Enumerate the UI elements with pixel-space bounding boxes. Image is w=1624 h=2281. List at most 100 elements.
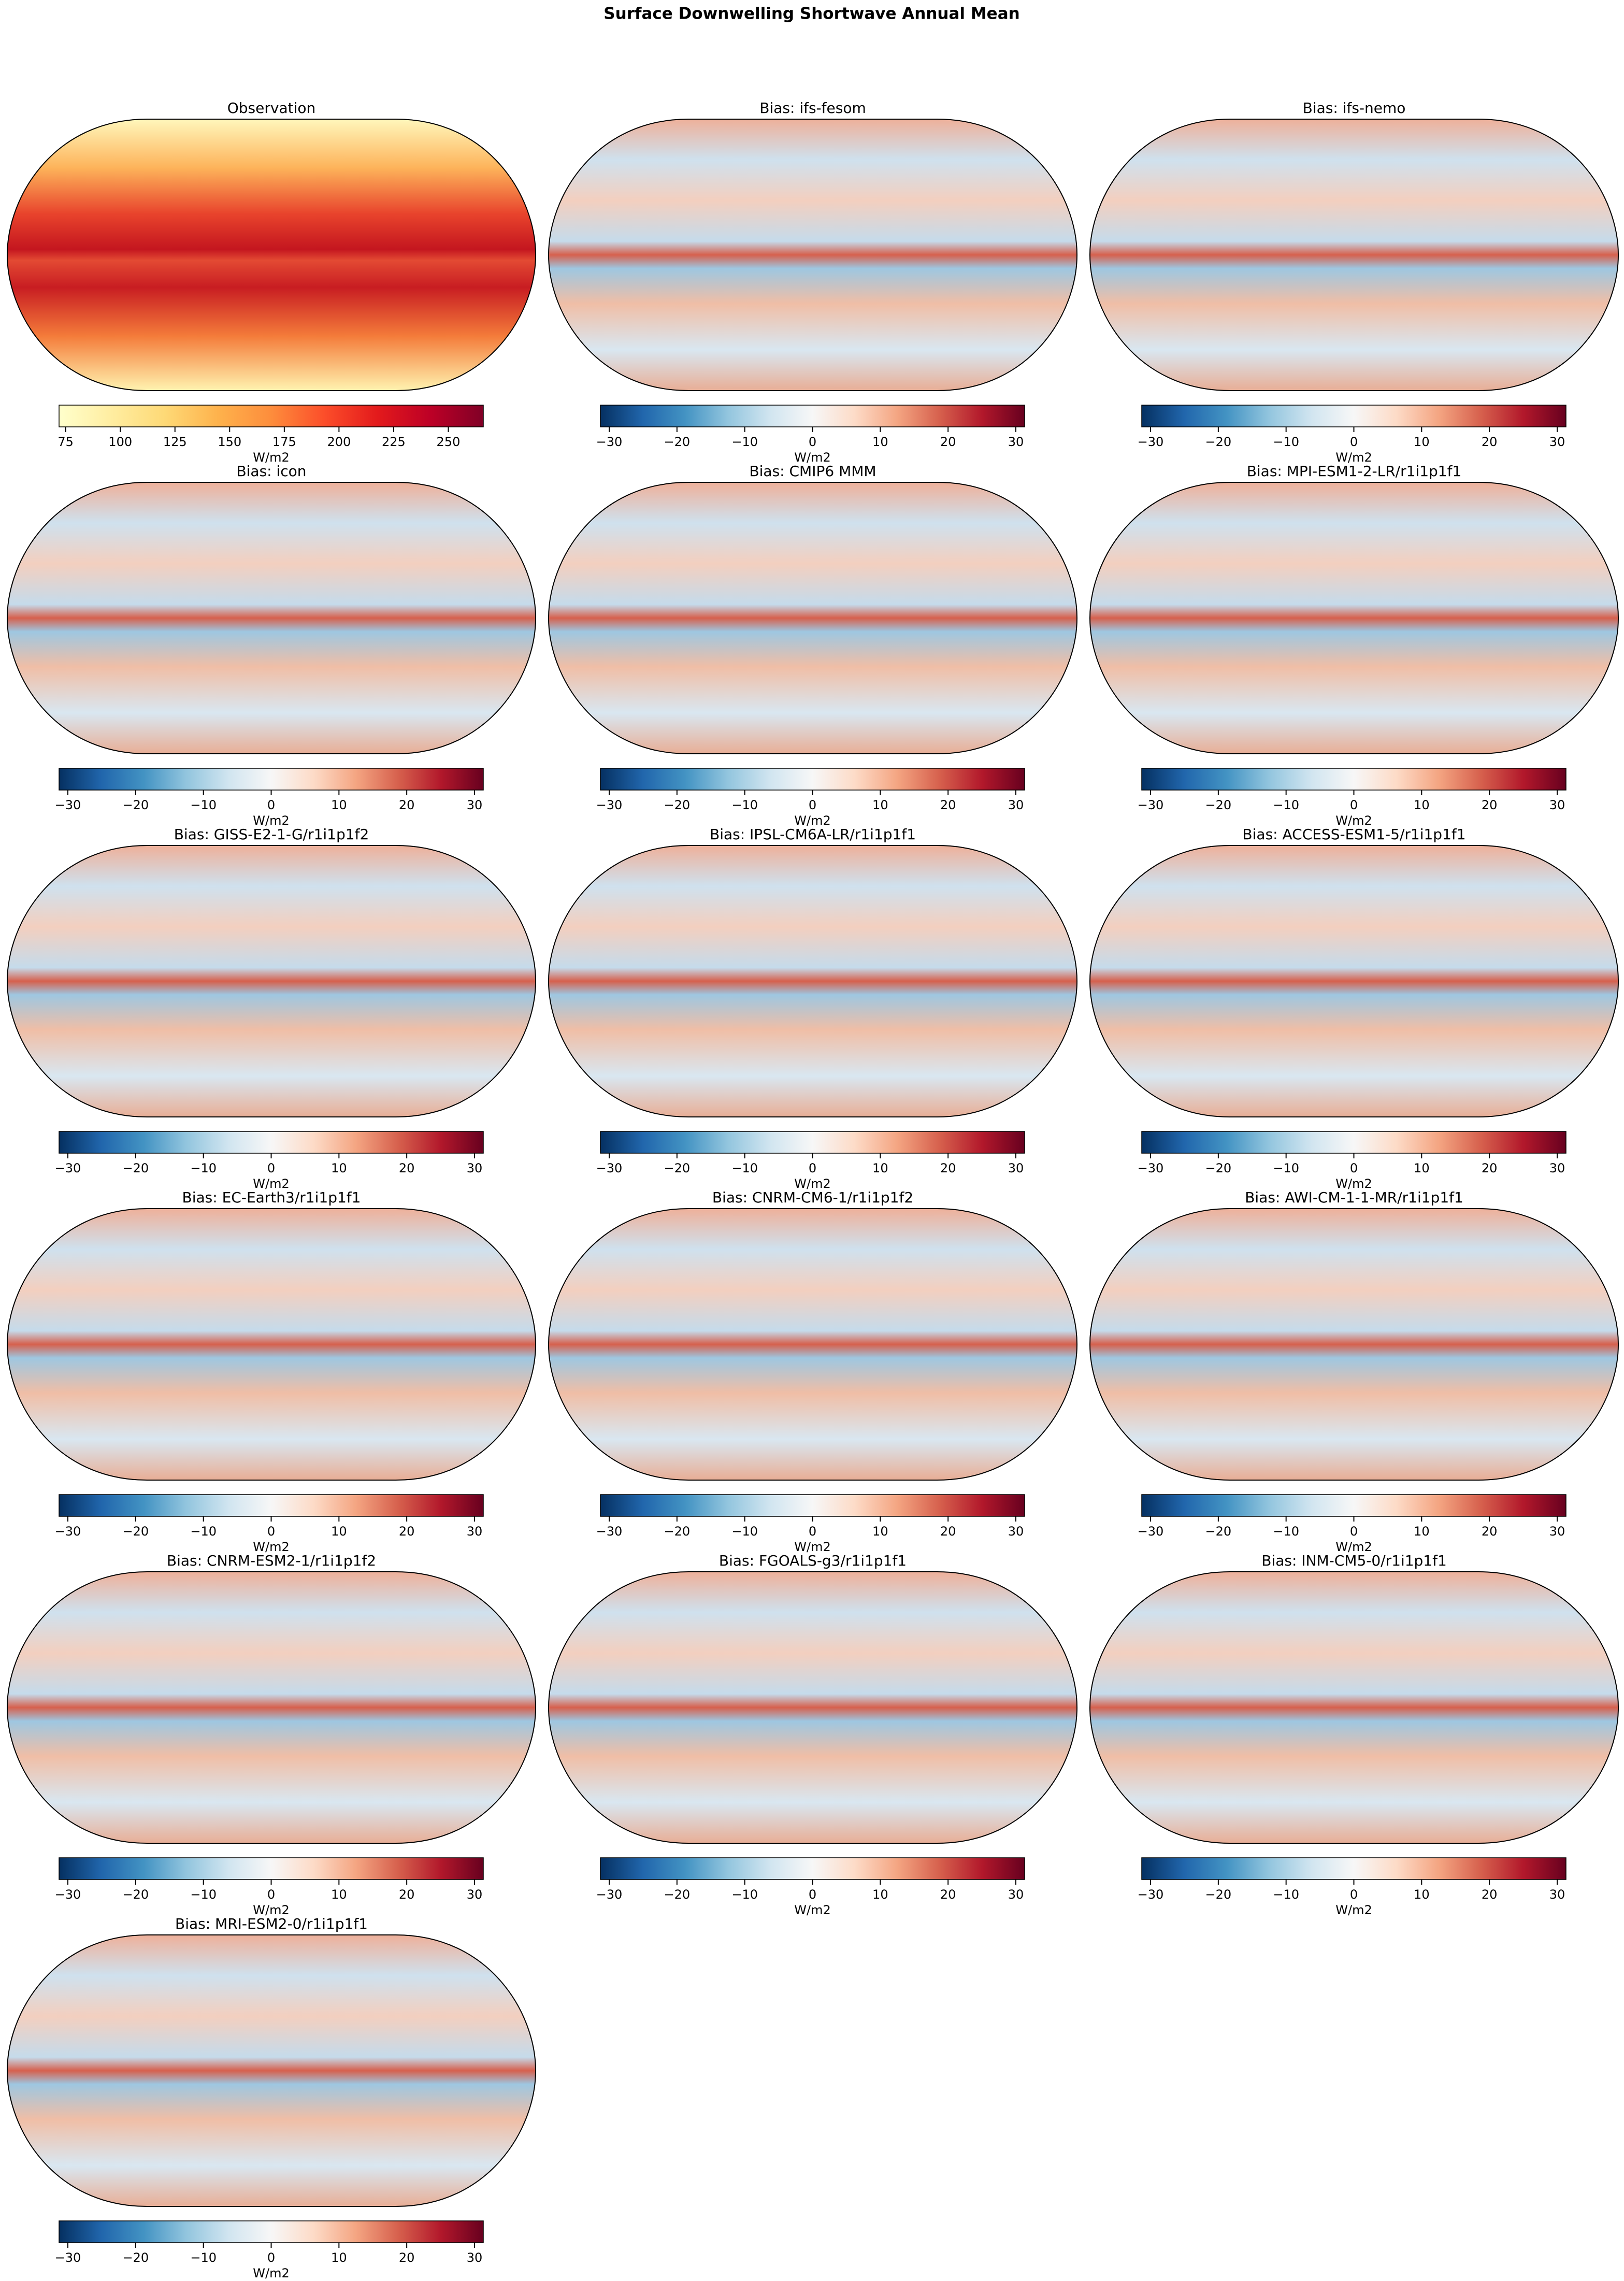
map bbox=[1089, 845, 1619, 1117]
colorbar-tick-label: 250 bbox=[437, 435, 461, 449]
colorbar-tick-label: 225 bbox=[382, 435, 406, 449]
colorbar-label: W/m2 bbox=[1335, 1177, 1372, 1191]
colorbar-tick-label: −20 bbox=[664, 1887, 691, 1902]
colorbar-tick-label: −20 bbox=[123, 1887, 149, 1902]
colorbar-tick-label: −20 bbox=[1205, 1524, 1232, 1539]
panel-title: Bias: IPSL-CM6A-LR/r1i1p1f1 bbox=[710, 826, 916, 843]
colorbar-tick-label: 10 bbox=[872, 1524, 888, 1539]
colorbar bbox=[1141, 1131, 1566, 1154]
colorbar-label: W/m2 bbox=[794, 1540, 830, 1554]
colorbar-label: W/m2 bbox=[794, 813, 830, 828]
panel-title: Bias: INM-CM5-0/r1i1p1f1 bbox=[1261, 1552, 1447, 1569]
colorbar-tick-label: 0 bbox=[267, 798, 275, 812]
map bbox=[1089, 1208, 1619, 1481]
colorbar-tick-label: 20 bbox=[399, 1161, 415, 1175]
colorbar bbox=[59, 405, 484, 427]
colorbar-tick-label: 0 bbox=[1350, 1161, 1358, 1175]
colorbar-label: W/m2 bbox=[253, 450, 289, 465]
map bbox=[548, 845, 1078, 1117]
colorbar-tick-label: −30 bbox=[1138, 435, 1164, 449]
colorbar-tick-label: 30 bbox=[467, 2250, 483, 2265]
colorbar-tick-label: 30 bbox=[1008, 1887, 1024, 1902]
colorbar-tick-label: −10 bbox=[190, 798, 217, 812]
colorbar-tick-label: 0 bbox=[267, 1524, 275, 1539]
colorbar-tick-label: 125 bbox=[163, 435, 187, 449]
map bbox=[6, 1571, 537, 1844]
colorbar-tick-label: −10 bbox=[190, 1887, 217, 1902]
colorbar-label: W/m2 bbox=[253, 1540, 289, 1554]
colorbar-tick-label: 20 bbox=[1482, 1524, 1498, 1539]
colorbar-tick-label: −30 bbox=[596, 435, 623, 449]
colorbar-label: W/m2 bbox=[253, 1177, 289, 1191]
colorbar-tick-label: −10 bbox=[190, 1161, 217, 1175]
colorbar-label: W/m2 bbox=[1335, 1540, 1372, 1554]
colorbar-tick-label: −10 bbox=[1273, 1161, 1299, 1175]
colorbar-tick-label: −10 bbox=[190, 2250, 217, 2265]
colorbar-tick-label: 30 bbox=[1008, 798, 1024, 812]
colorbar-tick-label: 30 bbox=[1008, 1161, 1024, 1175]
colorbar-tick-label: 10 bbox=[1414, 1161, 1430, 1175]
colorbar-tick-label: −20 bbox=[664, 1161, 691, 1175]
colorbar-tick-label: 20 bbox=[399, 798, 415, 812]
colorbar-tick-label: 0 bbox=[267, 1161, 275, 1175]
colorbar-tick-label: 0 bbox=[1350, 1887, 1358, 1902]
panel-title: Bias: ifs-nemo bbox=[1303, 99, 1406, 117]
colorbar-tick-label: 10 bbox=[1414, 1887, 1430, 1902]
colorbar bbox=[59, 1494, 484, 1517]
colorbar-tick-label: 0 bbox=[1350, 1524, 1358, 1539]
colorbar-tick-label: −10 bbox=[731, 1887, 758, 1902]
colorbar-tick-label: −30 bbox=[1138, 798, 1164, 812]
colorbar-tick-label: 30 bbox=[1549, 1161, 1565, 1175]
colorbar-tick-label: −30 bbox=[1138, 1161, 1164, 1175]
colorbar bbox=[600, 405, 1025, 427]
colorbar-tick-label: 30 bbox=[1549, 1524, 1565, 1539]
colorbar-tick-label: 20 bbox=[1482, 1887, 1498, 1902]
colorbar-tick-label: 30 bbox=[467, 1887, 483, 1902]
colorbar-tick-label: −20 bbox=[123, 1161, 149, 1175]
colorbar-tick-label: 20 bbox=[940, 1887, 956, 1902]
colorbar-tick-label: −10 bbox=[1273, 435, 1299, 449]
colorbar-tick-label: −30 bbox=[55, 1524, 81, 1539]
panel-title: Bias: MRI-ESM2-0/r1i1p1f1 bbox=[175, 1915, 368, 1932]
colorbar-label: W/m2 bbox=[253, 813, 289, 828]
colorbar-tick-label: −30 bbox=[55, 2250, 81, 2265]
colorbar-tick-label: 30 bbox=[1549, 435, 1565, 449]
colorbar-label: W/m2 bbox=[1335, 813, 1372, 828]
colorbar-tick-label: 200 bbox=[327, 435, 351, 449]
colorbar-label: W/m2 bbox=[253, 1903, 289, 1917]
figure-title: Surface Downwelling Shortwave Annual Mea… bbox=[603, 5, 1019, 23]
panel-title: Bias: AWI-CM-1-1-MR/r1i1p1f1 bbox=[1245, 1189, 1463, 1206]
panel-title: Bias: CNRM-CM6-1/r1i1p1f2 bbox=[712, 1189, 913, 1206]
map bbox=[1089, 482, 1619, 754]
map bbox=[6, 1208, 537, 1481]
colorbar-tick-label: 10 bbox=[331, 2250, 347, 2265]
colorbar-tick-label: −20 bbox=[1205, 1161, 1232, 1175]
panel-title: Bias: CNRM-ESM2-1/r1i1p1f2 bbox=[167, 1552, 376, 1569]
map bbox=[1089, 119, 1619, 391]
colorbar bbox=[600, 1494, 1025, 1517]
colorbar bbox=[600, 768, 1025, 791]
colorbar-tick-label: 30 bbox=[467, 1161, 483, 1175]
colorbar-tick-label: −20 bbox=[123, 2250, 149, 2265]
colorbar-tick-label: −20 bbox=[664, 1524, 691, 1539]
colorbar-tick-label: −20 bbox=[123, 1524, 149, 1539]
colorbar bbox=[59, 768, 484, 791]
map bbox=[548, 1208, 1078, 1481]
colorbar-tick-label: −30 bbox=[1138, 1887, 1164, 1902]
colorbar-tick-label: 30 bbox=[1008, 435, 1024, 449]
colorbar-tick-label: 0 bbox=[267, 1887, 275, 1902]
colorbar-tick-label: 0 bbox=[809, 435, 816, 449]
colorbar-tick-label: 20 bbox=[1482, 798, 1498, 812]
colorbar-tick-label: 0 bbox=[809, 1161, 816, 1175]
colorbar-tick-label: 20 bbox=[399, 1524, 415, 1539]
colorbar-tick-label: 0 bbox=[809, 1887, 816, 1902]
map bbox=[6, 845, 537, 1117]
colorbar-tick-label: 10 bbox=[331, 798, 347, 812]
colorbar bbox=[59, 1131, 484, 1154]
panel-title: Bias: ifs-fesom bbox=[759, 99, 866, 117]
colorbar-tick-label: −30 bbox=[1138, 1524, 1164, 1539]
colorbar bbox=[1141, 405, 1566, 427]
colorbar-tick-label: −30 bbox=[55, 1887, 81, 1902]
colorbar-tick-label: −10 bbox=[1273, 1887, 1299, 1902]
